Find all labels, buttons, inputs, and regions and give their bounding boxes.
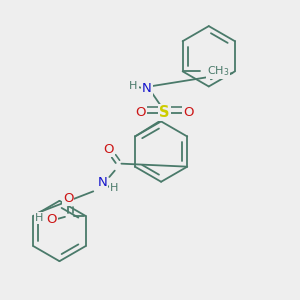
Text: S: S	[159, 105, 169, 120]
Text: CH$_3$: CH$_3$	[207, 64, 229, 78]
Text: O: O	[135, 106, 146, 119]
Text: O: O	[63, 192, 74, 205]
Text: H: H	[129, 81, 138, 91]
Text: O: O	[103, 142, 114, 155]
Text: O: O	[183, 106, 194, 119]
Text: H: H	[110, 183, 118, 194]
Text: O: O	[46, 213, 57, 226]
Text: N: N	[98, 176, 107, 189]
Text: N: N	[142, 82, 152, 95]
Text: H: H	[35, 213, 44, 223]
